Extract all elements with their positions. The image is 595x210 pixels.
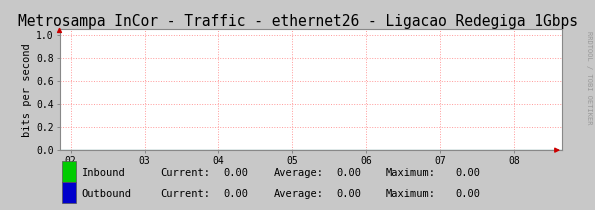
Text: Metrosampa InCor - Traffic - ethernet26 - Ligacao Redegiga 1Gbps: Metrosampa InCor - Traffic - ethernet26 … — [17, 14, 578, 29]
Text: Current:: Current: — [161, 168, 211, 178]
Text: 0.00: 0.00 — [223, 189, 248, 199]
Text: Current:: Current: — [161, 189, 211, 199]
Text: 0.00: 0.00 — [336, 189, 361, 199]
Text: Maximum:: Maximum: — [386, 168, 436, 178]
Text: Average:: Average: — [274, 168, 324, 178]
Y-axis label: bits per second: bits per second — [22, 43, 32, 137]
Text: 0.00: 0.00 — [455, 168, 480, 178]
Text: Maximum:: Maximum: — [386, 189, 436, 199]
Text: 0.00: 0.00 — [223, 168, 248, 178]
Text: Inbound: Inbound — [82, 168, 126, 178]
Text: 0.00: 0.00 — [455, 189, 480, 199]
Text: 0.00: 0.00 — [336, 168, 361, 178]
Text: Outbound: Outbound — [82, 189, 131, 199]
Text: RRDTOOL / TOBI OETIKER: RRDTOOL / TOBI OETIKER — [586, 31, 592, 125]
Text: Average:: Average: — [274, 189, 324, 199]
